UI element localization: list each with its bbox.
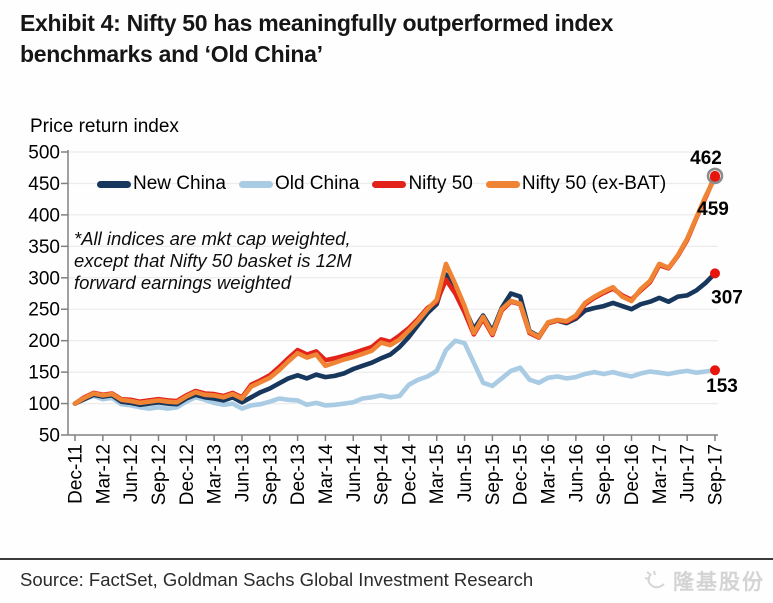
nifty50-ex-bat-swatch-icon	[485, 180, 520, 188]
legend-item-nifty50-ex-bat: Nifty 50 (ex-BAT)	[485, 173, 667, 195]
y-tick-label: 100	[28, 394, 60, 415]
y-tick-label: 400	[28, 205, 60, 226]
x-tick-label: Jun-15	[455, 444, 476, 502]
y-tick-label: 50	[39, 426, 60, 447]
x-tick-label: Jun-13	[232, 444, 253, 502]
y-tick-label: 350	[28, 237, 60, 258]
x-tick-label: Sep-15	[483, 444, 504, 505]
legend-label: Nifty 50	[408, 173, 473, 194]
y-tick-label: 250	[28, 300, 60, 321]
x-tick-label: Dec-16	[622, 444, 643, 505]
y-tick-label: 200	[28, 331, 60, 352]
series-line-nifty-50-ex-bat-	[72, 175, 718, 406]
end-marker	[710, 268, 720, 279]
x-tick-label: Mar-15	[427, 444, 448, 504]
chart-legend: New China Old China Nifty 50 Nifty 50 (e…	[97, 173, 666, 195]
x-tick-label: Jun-14	[344, 444, 365, 503]
methodology-note: *All indices are mkt cap weighted, excep…	[74, 228, 352, 293]
y-tick-label: 500	[28, 143, 60, 164]
x-tick-label: Sep-14	[372, 444, 393, 506]
series-line-old-china	[72, 338, 718, 411]
x-tick-label: Mar-14	[316, 444, 337, 505]
legend-item-old-china: Old China	[238, 173, 360, 195]
x-tick-label: Sep-17	[706, 444, 727, 505]
nifty50-swatch-icon	[372, 180, 407, 188]
end-value-label-153: 153	[706, 376, 738, 397]
x-tick-label: Dec-11	[66, 444, 87, 504]
x-tick-label: Sep-12	[149, 444, 170, 505]
legend-label: Nifty 50 (ex-BAT)	[521, 173, 667, 194]
watermark-text: 隆基股份	[673, 571, 765, 594]
x-tick-label: Sep-16	[594, 444, 615, 505]
watermark-logo-icon	[644, 570, 665, 589]
legend-item-new-china: New China	[97, 173, 226, 195]
x-tick-label: Dec-14	[399, 444, 420, 506]
y-axis-title: Price return index	[30, 116, 179, 137]
end-marker	[710, 170, 720, 181]
new-china-swatch-icon	[97, 180, 131, 188]
legend-label: Old China	[274, 173, 360, 194]
legend-item-nifty50: Nifty 50	[372, 173, 473, 195]
watermark: 隆基股份	[643, 566, 765, 596]
old-china-swatch-icon	[238, 180, 273, 188]
y-tick-label: 450	[28, 174, 60, 195]
x-tick-label: Dec-15	[511, 444, 532, 505]
end-value-label-307: 307	[711, 287, 743, 308]
exhibit-title: Exhibit 4: Nifty 50 has meaningfully out…	[20, 10, 614, 67]
x-tick-label: Dec-13	[288, 444, 309, 505]
x-tick-label: Jun-16	[566, 444, 587, 502]
source-footer: Source: FactSet, Goldman Sachs Global In…	[0, 558, 773, 603]
x-tick-label: Mar-16	[539, 444, 560, 504]
x-tick-label: Mar-13	[205, 444, 226, 504]
x-tick-label: Jun-12	[121, 444, 142, 502]
source-text: Source: FactSet, Goldman Sachs Global In…	[20, 569, 534, 590]
x-tick-label: Dec-12	[177, 444, 198, 505]
x-tick-label: Jun-17	[678, 444, 699, 502]
end-value-label-462: 462	[690, 148, 722, 169]
y-tick-label: 150	[28, 363, 60, 384]
x-tick-label: Mar-12	[93, 444, 114, 504]
chart-canvas: 50 100 150 200 250 300 350 400 450 500 Dec-11 Mar-1…	[28, 143, 743, 506]
y-tick-label: 300	[28, 268, 60, 289]
x-tick-label: Mar-17	[650, 444, 671, 504]
end-marker	[710, 365, 720, 376]
end-marker-ring	[706, 167, 724, 185]
x-tick-label: Sep-13	[260, 444, 281, 505]
legend-label: New China	[133, 173, 226, 194]
end-value-label-459: 459	[697, 199, 729, 220]
